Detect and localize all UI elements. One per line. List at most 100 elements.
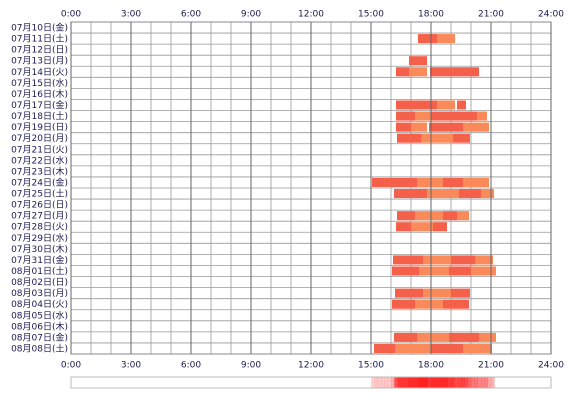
row-label: 07月26日(日) xyxy=(11,200,68,211)
row-label: 07月20日(月) xyxy=(11,133,68,144)
heat-cell xyxy=(411,377,415,388)
heat-cell xyxy=(434,377,438,388)
activity-bar xyxy=(427,189,459,199)
row-label: 07月13日(月) xyxy=(11,56,68,67)
activity-bar xyxy=(374,343,395,353)
x-tick-label: 0:00 xyxy=(61,361,81,371)
activity-bar xyxy=(431,343,463,353)
activity-bar xyxy=(423,255,451,265)
heat-cell xyxy=(474,377,478,388)
activity-bar xyxy=(453,133,470,143)
x-tick-label: 18:00 xyxy=(418,361,444,371)
row-label: 07月18日(土) xyxy=(11,110,68,122)
row-label: 08月08日(土) xyxy=(11,342,68,354)
activity-bar xyxy=(451,255,475,265)
activity-bar xyxy=(396,111,415,121)
heat-cell xyxy=(421,377,425,388)
activity-bar xyxy=(392,299,415,309)
x-tick-label: 12:00 xyxy=(298,10,324,20)
activity-bar xyxy=(457,100,466,110)
heat-cell xyxy=(481,377,485,388)
row-label: 07月27日(月) xyxy=(11,211,68,222)
activity-bar xyxy=(443,177,463,187)
row-label: 07月29日(水) xyxy=(11,232,68,244)
activity-bar xyxy=(417,332,449,342)
activity-bar xyxy=(477,111,487,121)
activity-bar xyxy=(417,177,443,187)
activity-bar xyxy=(394,332,417,342)
x-tick-label: 21:00 xyxy=(478,361,504,371)
row-label: 08月05日(水) xyxy=(11,309,68,321)
heat-cell xyxy=(371,377,375,388)
heat-cell xyxy=(457,377,462,388)
activity-bar xyxy=(430,67,479,77)
row-label: 07月19日(日) xyxy=(11,122,68,133)
heat-cell xyxy=(454,377,458,388)
activity-bar xyxy=(396,67,409,77)
activity-bar xyxy=(415,111,431,121)
x-tick-label: 24:00 xyxy=(538,10,564,20)
x-tick-label: 9:00 xyxy=(241,10,261,20)
activity-bar xyxy=(431,111,477,121)
activity-bar xyxy=(463,177,489,187)
heat-cell xyxy=(381,377,385,388)
row-label: 07月16日(木) xyxy=(11,88,68,100)
activity-bar xyxy=(463,343,492,353)
activity-bar xyxy=(433,222,447,232)
heat-cell xyxy=(477,377,482,388)
row-label: 07月11日(土) xyxy=(11,33,68,45)
heat-cell xyxy=(427,377,432,388)
activity-bar xyxy=(396,122,411,132)
heat-cell xyxy=(467,377,472,388)
heat-cell xyxy=(431,377,435,388)
x-tick-label: 21:00 xyxy=(478,10,504,20)
activity-bar xyxy=(409,56,427,66)
heat-cell xyxy=(374,377,378,388)
heat-cell xyxy=(377,377,382,388)
x-tick-label: 3:00 xyxy=(121,361,141,371)
activity-bar xyxy=(479,332,496,342)
activity-bar xyxy=(397,211,415,221)
activity-bar xyxy=(449,332,479,342)
heat-cell xyxy=(444,377,448,388)
activity-bar xyxy=(451,288,470,298)
x-tick-label: 15:00 xyxy=(358,10,384,20)
activity-bar xyxy=(437,34,455,44)
activity-bar xyxy=(463,122,489,132)
heat-cell xyxy=(404,377,408,388)
activity-bar xyxy=(396,222,411,232)
activity-bar xyxy=(443,211,457,221)
x-tick-label: 24:00 xyxy=(538,361,564,371)
x-tick-label: 6:00 xyxy=(181,10,201,20)
activity-bar xyxy=(471,266,496,276)
activity-bar xyxy=(397,133,421,143)
row-label: 07月15日(水) xyxy=(11,77,68,89)
activity-bar xyxy=(429,122,463,132)
row-label: 07月24日(金) xyxy=(11,176,68,188)
row-label: 07月22日(水) xyxy=(11,154,68,166)
activity-bar xyxy=(449,266,471,276)
x-tick-label: 18:00 xyxy=(418,10,444,20)
activity-bar xyxy=(423,288,451,298)
row-label: 08月07日(金) xyxy=(11,331,68,343)
activity-bar xyxy=(418,34,437,44)
heat-cell xyxy=(487,377,492,388)
heat-cell xyxy=(394,377,398,388)
activity-bar xyxy=(394,189,427,199)
row-label: 07月31日(金) xyxy=(11,254,68,266)
row-label: 07月28日(火) xyxy=(11,222,68,233)
row-label: 07月25日(土) xyxy=(11,188,68,200)
row-label: 07月14日(火) xyxy=(11,67,68,78)
heat-cell xyxy=(387,377,392,388)
heat-cell xyxy=(384,377,388,388)
row-label: 08月02日(日) xyxy=(11,277,68,288)
row-label: 08月06日(木) xyxy=(11,320,68,332)
x-tick-label: 6:00 xyxy=(181,361,201,371)
activity-bar xyxy=(395,343,431,353)
heat-cell xyxy=(417,377,422,388)
row-label: 07月30日(木) xyxy=(11,243,68,255)
x-tick-label: 12:00 xyxy=(298,361,324,371)
x-tick-label: 0:00 xyxy=(61,10,81,20)
activity-bar xyxy=(421,133,453,143)
